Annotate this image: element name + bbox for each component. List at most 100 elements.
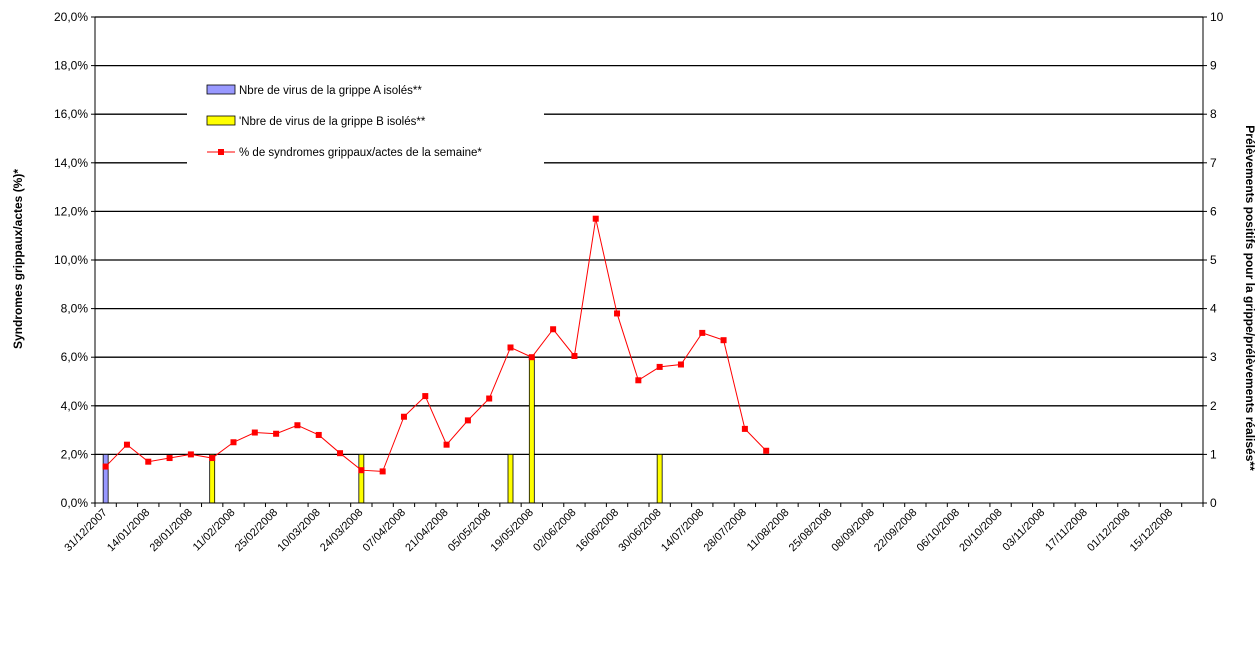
bar (507, 453, 514, 504)
legend-swatch-marker (218, 149, 224, 155)
x-tick-label: 05/05/2008 (446, 507, 493, 554)
y-right-tick-label: 8 (1210, 107, 1217, 121)
legend-box (187, 80, 544, 190)
line-marker (592, 215, 599, 222)
line-marker (251, 429, 258, 436)
line-marker (400, 413, 407, 420)
x-tick-label: 11/02/2008 (191, 507, 238, 554)
y-left-tick-label: 16,0% (54, 107, 88, 121)
legend-label: % de syndromes grippaux/actes de la sema… (239, 147, 482, 159)
x-tick-label: 28/07/2008 (702, 507, 749, 554)
line-marker (145, 458, 152, 465)
bar (102, 453, 109, 504)
legend-label: 'Nbre de virus de la grippe B isolés** (239, 116, 426, 128)
line-marker (315, 431, 322, 438)
x-tick-label: 03/11/2008 (1000, 507, 1047, 554)
x-tick-label: 06/10/2008 (915, 507, 962, 554)
x-tick-label: 19/05/2008 (489, 507, 536, 554)
y-right-tick-label: 6 (1210, 204, 1217, 218)
y-left-tick-label: 6,0% (61, 350, 89, 364)
x-tick-label: 28/01/2008 (148, 507, 195, 554)
x-tick-label: 08/09/2008 (829, 507, 876, 554)
x-tick-label: 20/10/2008 (957, 507, 1004, 554)
y-left-tick-label: 0,0% (61, 496, 89, 510)
line-marker (507, 344, 514, 351)
x-tick-label: 07/04/2008 (361, 507, 408, 554)
line-marker (166, 455, 173, 462)
line-marker (209, 455, 216, 462)
x-tick-label: 17/11/2008 (1043, 507, 1090, 554)
legend: Nbre de virus de la grippe A isolés** 'Nb… (187, 80, 544, 190)
y-right-tick-label: 9 (1210, 59, 1217, 73)
legend-swatch (206, 115, 236, 126)
y-left-tick-label: 2,0% (61, 447, 89, 461)
line-marker (337, 450, 344, 457)
x-tick-label: 11/08/2008 (745, 507, 792, 554)
x-tick-label: 10/03/2008 (275, 507, 322, 554)
line-marker (294, 422, 301, 429)
y-left-tick-label: 14,0% (54, 156, 88, 170)
bar (358, 453, 365, 504)
y-right-tick-label: 4 (1210, 302, 1217, 316)
line-marker (379, 468, 386, 475)
y-left-tick-label: 18,0% (54, 59, 88, 73)
line-marker (486, 395, 493, 402)
y-right-tick-label: 7 (1210, 156, 1217, 170)
x-tick-label: 25/08/2008 (787, 507, 834, 554)
y-axis-left-title: Syndromes grippaux/actes (%)* (11, 169, 25, 349)
line-marker (656, 363, 663, 370)
line-marker (273, 430, 280, 437)
y-left-tick-label: 8,0% (61, 302, 89, 316)
y-right-tick-label: 10 (1210, 10, 1224, 24)
x-tick-label: 22/09/2008 (872, 507, 919, 554)
line-marker (763, 447, 770, 454)
line-marker (699, 329, 706, 336)
line-path (105, 218, 767, 472)
legend-swatch (206, 84, 236, 95)
x-tick-label: 16/06/2008 (574, 507, 621, 554)
line-marker (123, 441, 130, 448)
line-marker (741, 425, 748, 432)
line-marker (187, 451, 194, 458)
y-axis-right-title: Prélèvements positifs pour la grippe/pré… (1243, 125, 1257, 471)
line-marker (528, 354, 535, 361)
y-left-tick-label: 10,0% (54, 253, 88, 267)
line-marker (464, 417, 471, 424)
x-tick-label: 01/12/2008 (1085, 507, 1132, 554)
y-left-tick-label: 20,0% (54, 10, 88, 24)
line-marker (635, 377, 642, 384)
line-marker (102, 463, 109, 470)
x-tick-label: 14/07/2008 (659, 507, 706, 554)
y-right-tick-label: 3 (1210, 350, 1217, 364)
x-tick-label: 15/12/2008 (1128, 507, 1175, 554)
bar (528, 356, 535, 504)
y-right-tick-label: 2 (1210, 399, 1217, 413)
y-right-tick-label: 0 (1210, 496, 1217, 510)
x-tick-label: 31/12/2007 (62, 507, 109, 554)
bar (209, 453, 216, 504)
line-marker (614, 310, 621, 317)
line-marker (571, 352, 578, 359)
x-tick-label: 02/06/2008 (531, 507, 578, 554)
x-tick-label: 30/06/2008 (616, 507, 663, 554)
x-tick-label: 21/04/2008 (403, 507, 450, 554)
y-right-tick-label: 5 (1210, 253, 1217, 267)
x-tick-label: 14/01/2008 (105, 507, 152, 554)
line-marker (720, 337, 727, 344)
x-tick-label: 24/03/2008 (318, 507, 365, 554)
line-marker (443, 441, 450, 448)
bar (656, 453, 663, 504)
x-tick-label: 25/02/2008 (233, 507, 280, 554)
y-right-tick-label: 1 (1210, 447, 1217, 461)
line-marker (358, 467, 365, 474)
y-left-tick-label: 4,0% (61, 399, 89, 413)
line-marker (230, 439, 237, 446)
line-series (102, 215, 770, 475)
line-marker (677, 361, 684, 368)
bar-series (102, 356, 663, 504)
line-marker (550, 326, 557, 333)
legend-label: Nbre de virus de la grippe A isolés** (239, 85, 422, 97)
line-marker (422, 393, 429, 400)
